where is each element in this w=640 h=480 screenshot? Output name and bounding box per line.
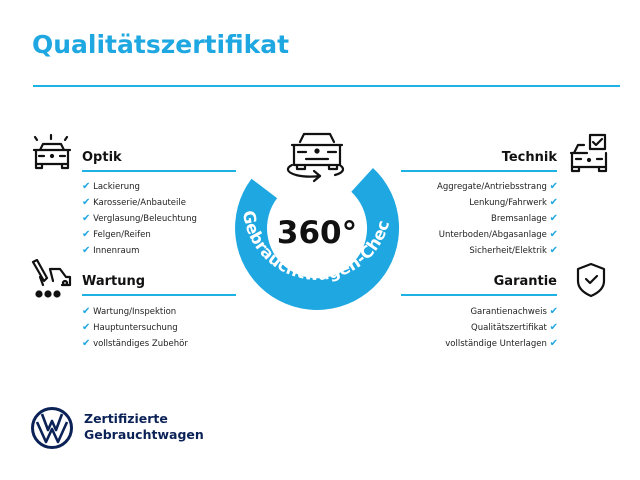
section-heading-technik: Technik bbox=[501, 150, 557, 165]
list-item: ✔ Lackierung bbox=[82, 181, 140, 192]
section-heading-optik: Optik bbox=[82, 150, 122, 165]
section-heading-garantie: Garantie bbox=[493, 274, 557, 289]
section-divider bbox=[401, 294, 557, 296]
check-icon: ✔ bbox=[82, 197, 91, 208]
list-item: ✔ Karosserie/Anbauteile bbox=[82, 197, 186, 208]
list-item: vollständige Unterlagen ✔ bbox=[445, 338, 558, 349]
vw-logo bbox=[31, 407, 73, 449]
check-icon: ✔ bbox=[82, 229, 91, 240]
check-icon: ✔ bbox=[549, 229, 558, 240]
technik-list: Aggregate/Antriebsstrang ✔ Lenkung/Fahrw… bbox=[380, 179, 558, 259]
brand-name: Zertifizierte Gebrauchtwagen bbox=[84, 411, 204, 442]
garantie-list: Garantienachweis ✔ Qualitätszertifikat ✔… bbox=[380, 304, 558, 352]
section-divider bbox=[82, 294, 236, 296]
list-item: ✔ Felgen/Reifen bbox=[82, 229, 151, 240]
check-icon: ✔ bbox=[82, 245, 91, 256]
check-icon: ✔ bbox=[549, 322, 558, 333]
list-item: Unterboden/Abgasanlage ✔ bbox=[438, 229, 558, 240]
shield-check-icon bbox=[576, 262, 606, 298]
badge-ring bbox=[235, 168, 400, 310]
list-item: Garantienachweis ✔ bbox=[470, 306, 558, 317]
optik-list: ✔ Lackierung ✔ Karosserie/Anbauteile ✔ V… bbox=[82, 179, 197, 259]
list-item: Qualitätszertifikat ✔ bbox=[471, 322, 558, 333]
section-heading-wartung: Wartung bbox=[82, 274, 146, 289]
check-icon: ✔ bbox=[82, 213, 91, 224]
list-item: Aggregate/Antriebsstrang ✔ bbox=[437, 181, 558, 192]
title-divider bbox=[33, 85, 620, 87]
badge-value: 360° bbox=[277, 215, 357, 251]
wartung-list: ✔ Wartung/Inspektion ✔ Hauptuntersuchung… bbox=[82, 304, 188, 352]
check-icon: ✔ bbox=[549, 213, 558, 224]
list-item: ✔ Wartung/Inspektion bbox=[82, 306, 177, 317]
car-rotate-icon bbox=[286, 132, 345, 183]
car-lights-icon bbox=[32, 133, 72, 170]
check-icon: ✔ bbox=[82, 181, 91, 192]
list-item: ✔ vollständiges Zubehör bbox=[82, 338, 188, 349]
list-item: ✔ Verglasung/Beleuchtung bbox=[82, 213, 197, 224]
section-divider bbox=[82, 170, 236, 172]
check-icon: ✔ bbox=[82, 338, 91, 349]
check-icon: ✔ bbox=[82, 306, 91, 317]
section-divider bbox=[401, 170, 557, 172]
check-icon: ✔ bbox=[549, 197, 558, 208]
check-icon: ✔ bbox=[549, 181, 558, 192]
page-title: Qualitätszertifikat bbox=[32, 30, 290, 59]
check-icon: ✔ bbox=[549, 245, 558, 256]
list-item: Sicherheit/Elektrik ✔ bbox=[469, 245, 558, 256]
check-icon: ✔ bbox=[82, 322, 91, 333]
check-icon: ✔ bbox=[549, 306, 558, 317]
list-item: ✔ Hauptuntersuchung bbox=[82, 322, 178, 333]
service-tool-car-icon bbox=[31, 259, 72, 298]
list-item: Bremsanlage ✔ bbox=[491, 213, 558, 224]
car-checkbox-icon bbox=[569, 133, 608, 173]
check-icon: ✔ bbox=[549, 338, 558, 349]
list-item: Lenkung/Fahrwerk ✔ bbox=[469, 197, 558, 208]
list-item: ✔ Innenraum bbox=[82, 245, 140, 256]
